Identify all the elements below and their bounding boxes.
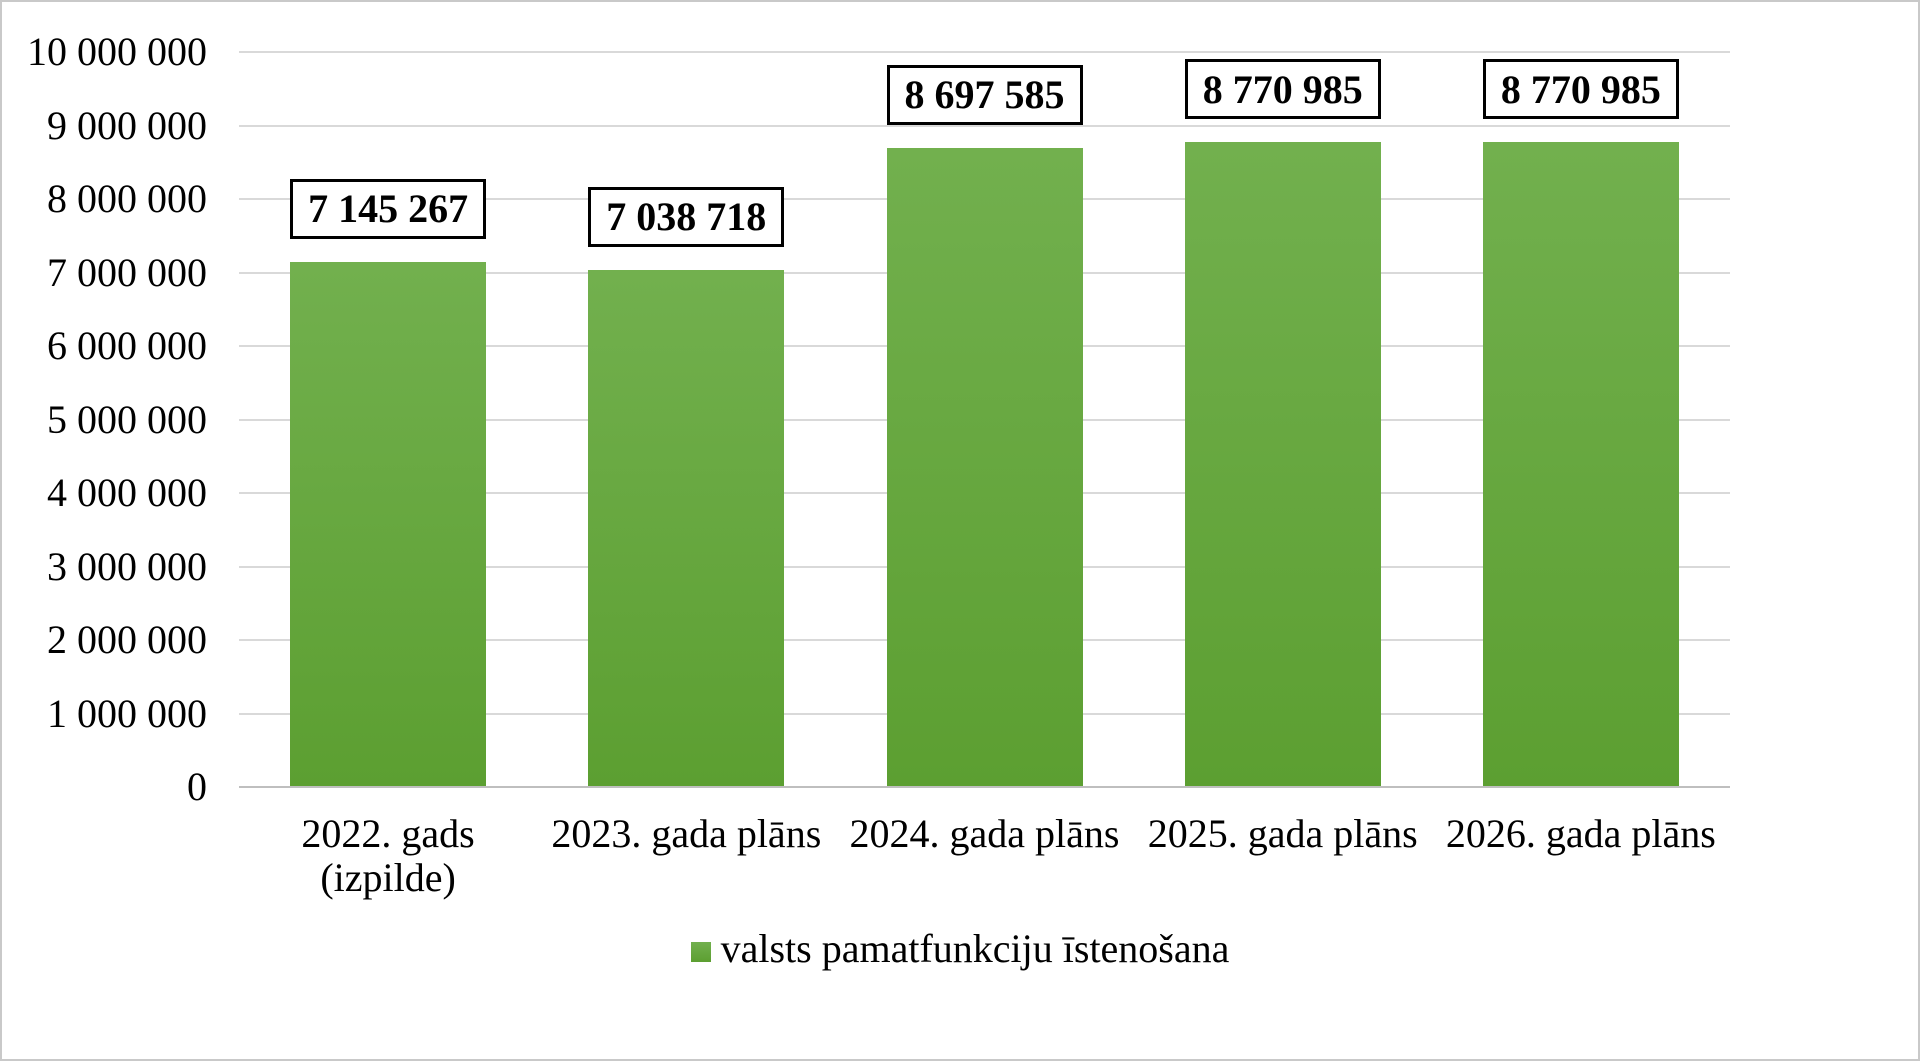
x-tick-label: 2026. gada plāns bbox=[1421, 812, 1741, 856]
x-tick-label-line: 2022. gads bbox=[301, 811, 475, 856]
x-tick-label-line: (izpilde) bbox=[320, 855, 456, 900]
y-tick-label: 9 000 000 bbox=[47, 102, 207, 148]
bar-2023. gada plāns bbox=[588, 269, 785, 786]
y-tick-label: 4 000 000 bbox=[47, 470, 207, 515]
gridline bbox=[239, 51, 1730, 53]
x-tick-label: 2025. gada plāns bbox=[1123, 812, 1443, 856]
data-label-box: 8 697 585 bbox=[886, 64, 1083, 125]
gridline bbox=[239, 124, 1730, 127]
data-label-box: 7 145 267 bbox=[290, 178, 487, 239]
x-tick-label-line: 2023. gada plāns bbox=[551, 811, 822, 856]
bar-2024. gada plāns bbox=[886, 147, 1083, 786]
legend-label: valsts pamatfunkciju īstenošana bbox=[720, 926, 1230, 971]
legend-swatch-icon bbox=[690, 942, 711, 962]
x-tick-label-line: 2025. gada plāns bbox=[1147, 811, 1418, 856]
data-label-box: 8 770 985 bbox=[1482, 59, 1679, 120]
legend: valsts pamatfunkciju īstenošana bbox=[2, 926, 1918, 972]
data-label-box: 8 770 985 bbox=[1184, 59, 1381, 120]
x-tick-label: 2022. gads (izpilde) bbox=[228, 812, 548, 900]
bar-2026. gada plāns bbox=[1482, 142, 1679, 786]
y-tick-label: 2 000 000 bbox=[47, 617, 207, 662]
bar-2025. gada plāns bbox=[1184, 142, 1381, 786]
x-tick-label: 2023. gada plāns bbox=[526, 812, 846, 856]
y-tick-label: 0 bbox=[187, 764, 207, 809]
x-axis-line bbox=[239, 786, 1730, 788]
y-tick-label: 1 000 000 bbox=[47, 690, 207, 736]
data-label-box: 7 038 718 bbox=[588, 186, 785, 247]
y-tick-label: 7 000 000 bbox=[47, 249, 207, 295]
y-tick-label: 8 000 000 bbox=[47, 176, 207, 221]
x-tick-label: 2024. gada plāns bbox=[825, 812, 1145, 856]
x-tick-label-line: 2024. gada plāns bbox=[849, 811, 1120, 856]
y-tick-label: 6 000 000 bbox=[47, 323, 207, 368]
x-tick-label-line: 2026. gada plāns bbox=[1445, 811, 1716, 856]
y-tick-label: 5 000 000 bbox=[47, 396, 207, 442]
y-tick-label: 3 000 000 bbox=[47, 543, 207, 589]
bar-2022. gads (izpilde) bbox=[290, 261, 487, 786]
y-tick-label: 10 000 000 bbox=[27, 29, 207, 74]
